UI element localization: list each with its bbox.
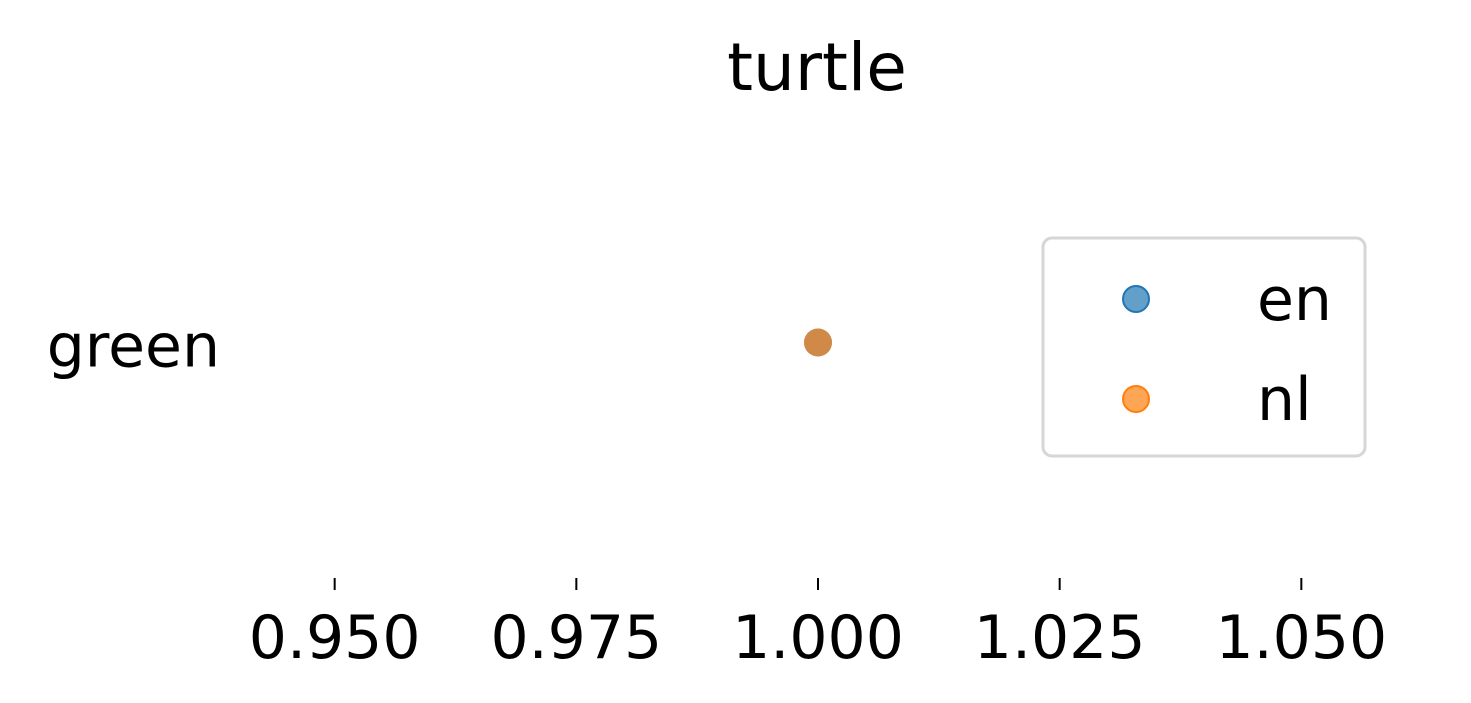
y-category-label: green xyxy=(47,312,220,382)
x-tick-label: 0.975 xyxy=(490,603,662,673)
x-axis: 0.950 0.975 1.000 1.025 1.050 xyxy=(249,578,1387,673)
x-tick-label: 1.000 xyxy=(732,603,904,673)
legend: en nl xyxy=(1041,236,1367,458)
x-tick-label: 1.025 xyxy=(974,603,1146,673)
data-point-nl-green xyxy=(804,328,832,357)
legend-marker-nl xyxy=(1122,385,1150,413)
y-axis: green xyxy=(47,312,220,382)
legend-marker-en xyxy=(1122,285,1150,313)
plot-points xyxy=(804,328,832,357)
legend-label-en: en xyxy=(1257,265,1332,335)
legend-label-nl: nl xyxy=(1257,365,1312,435)
x-tick-label: 0.950 xyxy=(249,603,421,673)
chart-title: turtle xyxy=(727,29,907,106)
x-tick-label: 1.050 xyxy=(1215,603,1387,673)
legend-entries: en nl xyxy=(1122,265,1332,435)
